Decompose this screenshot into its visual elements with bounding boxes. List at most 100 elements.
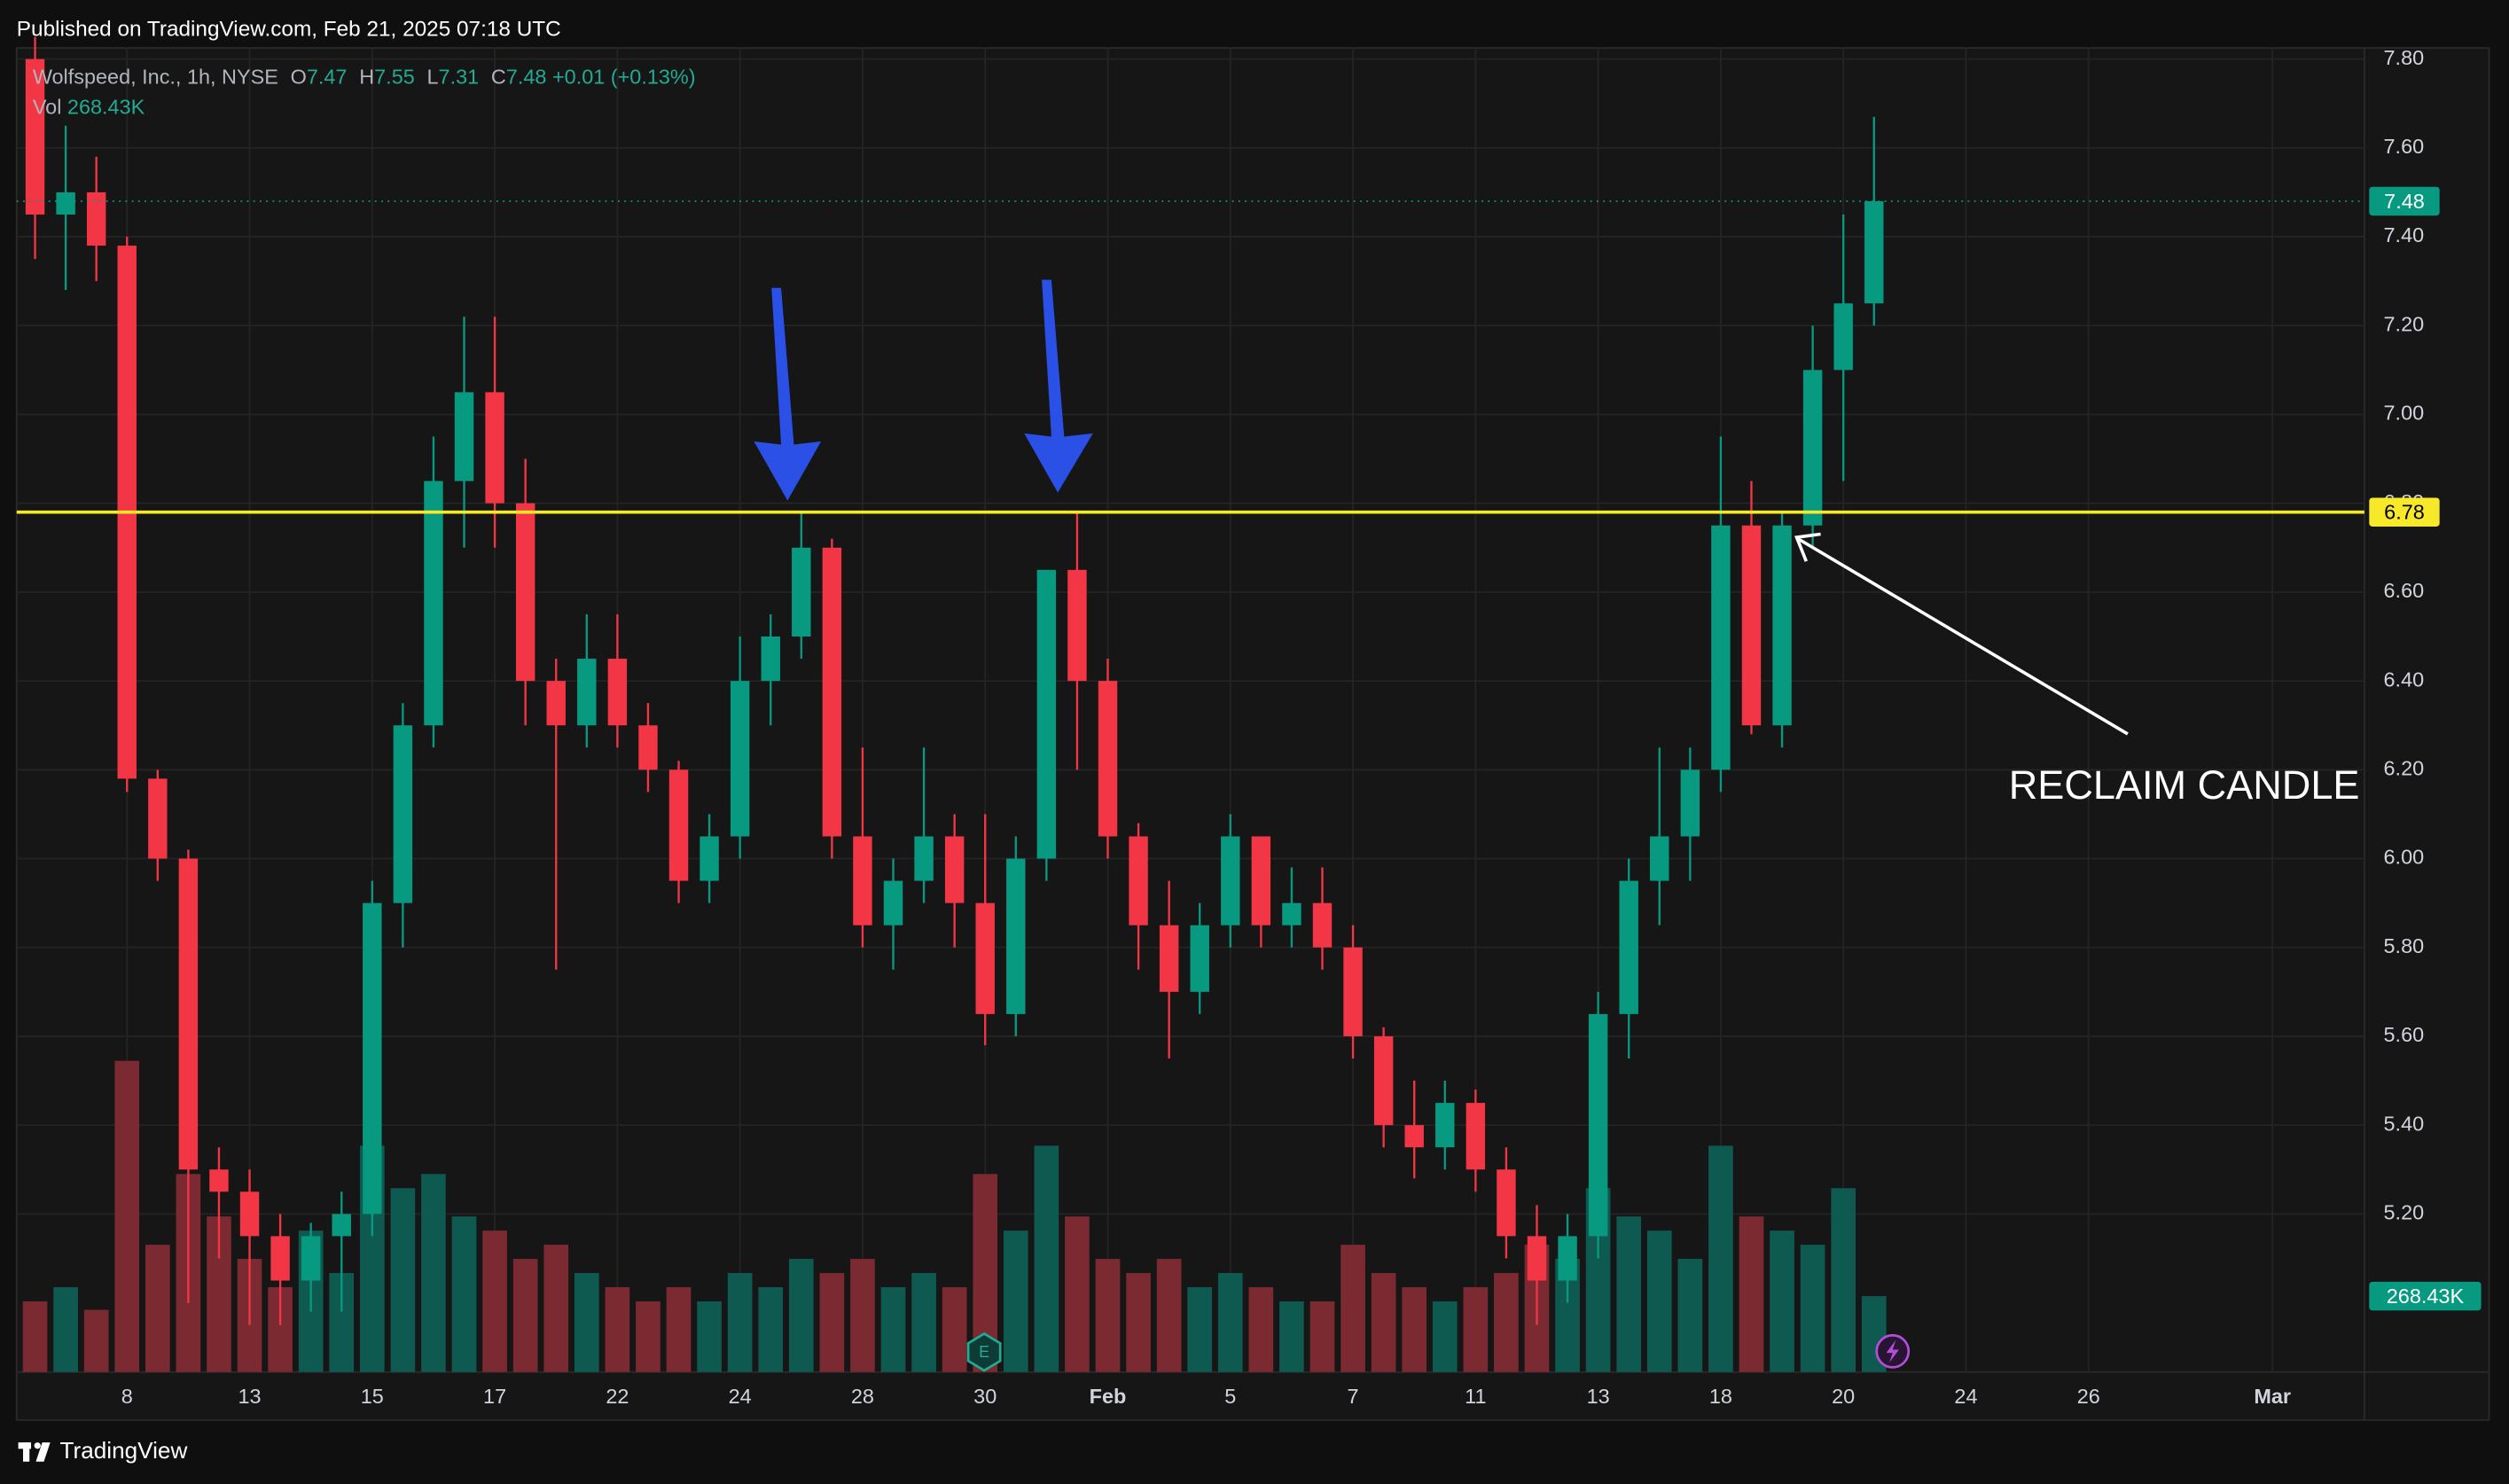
- x-tick-label: Feb: [1090, 1385, 1127, 1408]
- y-tick-label: 6.20: [2384, 757, 2425, 780]
- candle-body: [363, 902, 382, 1215]
- earnings-icon[interactable]: E: [966, 1332, 1002, 1372]
- legend-value: 7.31: [439, 66, 480, 89]
- axes: 5.205.405.605.806.006.206.406.606.807.00…: [121, 46, 2482, 1408]
- volume-bar: [1217, 1273, 1243, 1372]
- volume-bar: [1800, 1245, 1825, 1372]
- candle-body: [515, 503, 535, 682]
- candle-body: [1404, 1125, 1424, 1148]
- volume-bar: [390, 1188, 416, 1372]
- volume-bar: [605, 1286, 630, 1372]
- volume-bar: [1034, 1145, 1059, 1372]
- y-tick-label: 5.60: [2384, 1023, 2425, 1046]
- volume-bar: [1126, 1273, 1151, 1372]
- volume-bar: [1248, 1286, 1274, 1372]
- y-tick-label: 7.20: [2384, 312, 2425, 335]
- candle-body: [301, 1236, 321, 1281]
- earnings-badge[interactable]: [966, 1332, 1002, 1372]
- x-tick-label: 5: [1224, 1385, 1236, 1408]
- candle-body: [1802, 370, 1823, 526]
- volume-bar: [451, 1216, 477, 1372]
- volume-bar: [1770, 1230, 1794, 1372]
- candle-body: [1098, 681, 1118, 837]
- candle-body: [1619, 880, 1638, 1014]
- candle-body: [1833, 303, 1853, 371]
- legend-label: Vol: [33, 96, 62, 119]
- y-tick-label: 5.20: [2384, 1201, 2425, 1224]
- candle-body: [1190, 925, 1209, 992]
- legend-change: +0.01 (+0.13%): [552, 66, 696, 89]
- volume-bar: [1187, 1286, 1213, 1372]
- candle-body: [1588, 1013, 1608, 1237]
- volume-bar: [1309, 1300, 1335, 1372]
- x-tick-label: 11: [1465, 1385, 1486, 1408]
- volume-bar: [788, 1259, 814, 1372]
- volume-bar: [1432, 1300, 1458, 1372]
- candle-body: [209, 1169, 229, 1192]
- volume-bar: [1677, 1259, 1703, 1372]
- volume-bar: [1340, 1245, 1365, 1372]
- y-tick-label: 7.00: [2384, 402, 2425, 425]
- candle-body: [1036, 569, 1057, 859]
- candle-body: [1373, 1035, 1394, 1126]
- volume-bar: [1739, 1216, 1764, 1372]
- volume-bar: [512, 1259, 538, 1372]
- brand: TradingView: [60, 1437, 188, 1464]
- legend-label: L: [427, 66, 439, 89]
- last-price-tag-text: 7.48: [2384, 190, 2425, 213]
- x-tick-label: 17: [483, 1385, 506, 1408]
- candle-body: [700, 836, 719, 881]
- annotation-text: RECLAIM CANDLE: [2009, 762, 2360, 808]
- candle-body: [332, 1214, 351, 1237]
- y-tick-label: 5.80: [2384, 934, 2425, 957]
- candle-body: [914, 836, 934, 881]
- volume-tag: [2369, 1281, 2482, 1311]
- candle-body: [730, 681, 750, 837]
- candle-body: [607, 659, 628, 726]
- candle-body: [638, 725, 658, 770]
- x-tick-label: 15: [361, 1385, 384, 1408]
- volume-bar: [727, 1273, 753, 1372]
- candle-body: [1741, 525, 1762, 726]
- y-tick-label: 6.40: [2384, 668, 2425, 691]
- legend-label: O: [291, 66, 307, 89]
- candle-body: [1650, 836, 1669, 881]
- volume-bar: [1831, 1188, 1856, 1372]
- candle-body: [1006, 858, 1026, 1014]
- candle-body: [56, 191, 75, 215]
- flash-icon[interactable]: [1875, 1333, 1911, 1369]
- legend-label: H: [359, 66, 374, 89]
- symbol-name: Wolfspeed, Inc., 1h, NYSE: [33, 66, 278, 89]
- volume-bar: [1463, 1286, 1489, 1372]
- volume-bar: [1494, 1273, 1519, 1372]
- volume-bar: [421, 1174, 446, 1372]
- last-price-tag: [2369, 186, 2440, 216]
- legend: Wolfspeed, Inc., 1h, NYSE O7.47 H7.55 L7…: [33, 66, 696, 89]
- volume-bar: [1003, 1230, 1028, 1372]
- volume-bar: [83, 1309, 109, 1372]
- candle-body: [485, 392, 504, 504]
- x-tick-label: 30: [973, 1385, 997, 1408]
- candle-body: [1067, 569, 1087, 682]
- candle-body: [239, 1191, 260, 1237]
- volume-bar: [1279, 1300, 1304, 1372]
- earnings-letter: E: [979, 1343, 989, 1361]
- y-tick-label: 7.60: [2384, 135, 2425, 158]
- volume-bar: [53, 1286, 78, 1372]
- candle-body: [1251, 836, 1271, 926]
- legend-value: 7.48: [506, 66, 547, 89]
- y-tick-label: 5.40: [2384, 1112, 2425, 1135]
- candle-body: [1772, 525, 1792, 726]
- volume-bar: [911, 1273, 936, 1372]
- candle-body: [853, 836, 872, 926]
- candle-body: [668, 769, 689, 881]
- volume-bar: [880, 1286, 906, 1372]
- candle-body: [178, 858, 199, 1170]
- candle-body: [577, 659, 597, 726]
- volume-bar: [1402, 1286, 1427, 1372]
- volume-bar: [758, 1286, 784, 1372]
- volume-bar: [942, 1286, 967, 1372]
- candle-body: [1312, 902, 1333, 948]
- x-tick-label: 13: [238, 1385, 261, 1408]
